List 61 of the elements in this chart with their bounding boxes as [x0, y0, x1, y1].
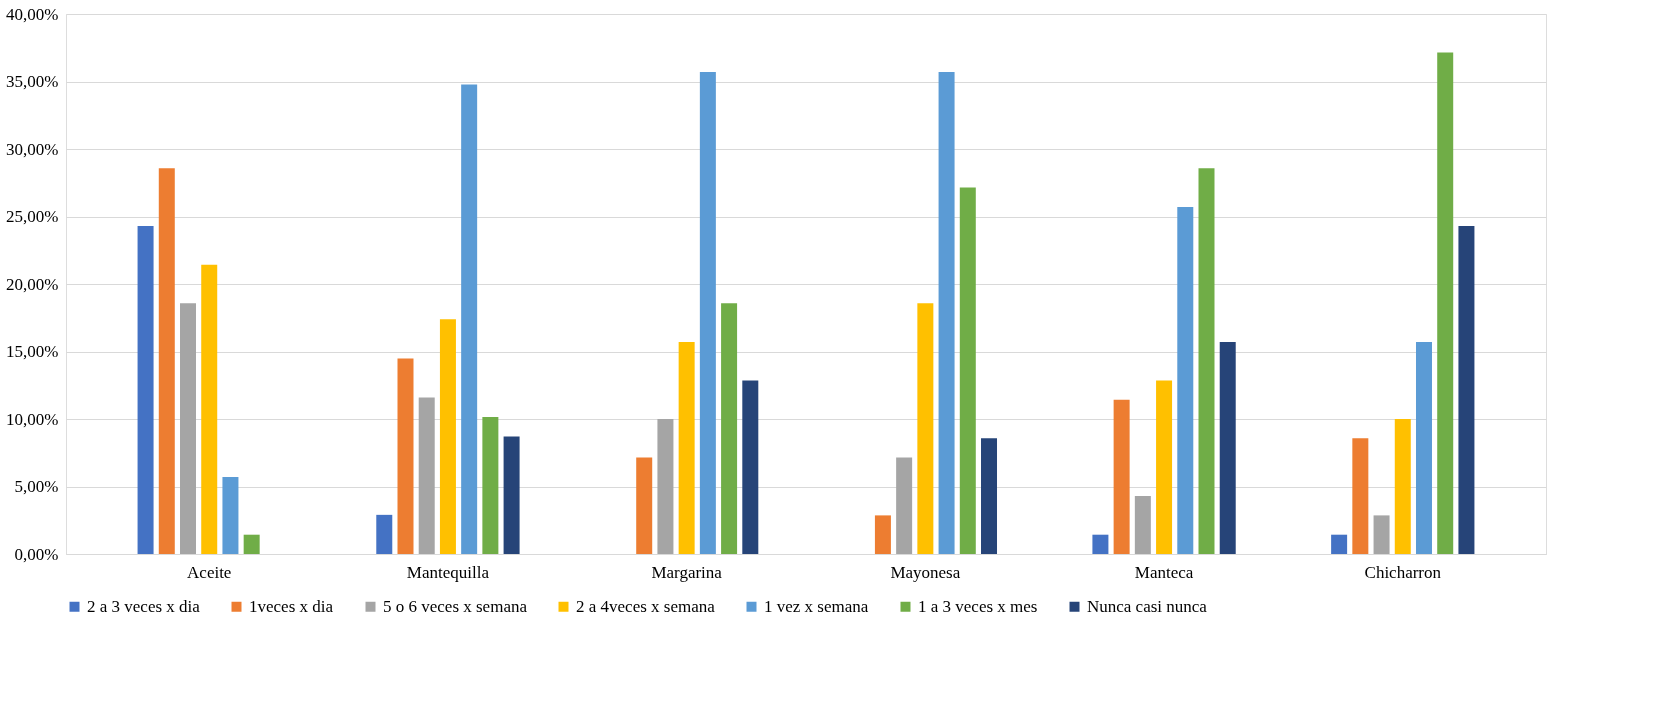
bar — [1352, 438, 1369, 554]
bar — [896, 457, 913, 554]
bar — [201, 264, 218, 554]
bar — [636, 457, 653, 554]
bar — [1415, 341, 1432, 554]
legend-label: 2 a 4veces x semana — [576, 596, 716, 616]
bar — [482, 417, 499, 554]
bar — [1219, 341, 1236, 554]
bar — [981, 438, 998, 554]
legend-label: Nunca casi nunca — [1087, 596, 1208, 616]
bar — [503, 436, 520, 554]
bar — [222, 476, 239, 554]
bar — [1198, 168, 1215, 554]
bar — [1373, 515, 1390, 554]
y-tick-label: 5,00% — [14, 477, 59, 496]
y-tick-label: 0,00% — [14, 544, 59, 564]
bar — [439, 319, 456, 554]
bar — [1113, 399, 1130, 554]
bar — [1092, 534, 1109, 554]
bar — [137, 226, 154, 554]
x-tick-label: Mayonesa — [890, 562, 961, 582]
legend-label: 1 a 3 veces x mes — [918, 596, 1038, 616]
bar — [874, 515, 891, 554]
bar — [699, 71, 716, 554]
y-tick-label: 15,00% — [6, 342, 59, 361]
legend-label: 1 vez x semana — [764, 596, 869, 616]
bar — [1156, 380, 1173, 554]
y-tick-label: 35,00% — [6, 72, 59, 91]
bar — [721, 303, 738, 554]
x-tick-label: Manteca — [1134, 562, 1194, 582]
y-tick-label: 10,00% — [6, 409, 59, 429]
bar — [678, 341, 695, 554]
x-tick-label: Aceite — [187, 562, 232, 582]
bar — [1458, 226, 1475, 554]
bar — [938, 71, 955, 554]
legend-label: 1veces x dia — [249, 596, 334, 616]
bar — [1331, 534, 1348, 554]
bar — [1177, 206, 1194, 554]
x-tick-label: Mantequilla — [406, 562, 490, 582]
bar — [917, 303, 934, 554]
bar — [742, 380, 759, 554]
bar — [243, 534, 260, 554]
bar — [418, 397, 435, 554]
bar — [461, 84, 478, 554]
bar — [959, 187, 976, 554]
bar — [1134, 496, 1151, 554]
y-tick-label: 20,00% — [6, 274, 59, 294]
y-tick-label: 40,00% — [6, 4, 59, 24]
x-tick-label: Margarina — [651, 562, 723, 582]
bar — [657, 419, 674, 554]
bar — [180, 303, 197, 554]
y-tick-label: 30,00% — [6, 139, 59, 159]
y-tick-label: 25,00% — [6, 207, 59, 226]
bar — [158, 168, 175, 554]
bar — [397, 358, 414, 554]
x-tick-label: Chicharron — [1364, 562, 1442, 582]
legend-label: 2 a 3 veces x dia — [87, 596, 201, 616]
bar — [1394, 419, 1411, 554]
bar — [1437, 52, 1454, 554]
bar — [376, 514, 393, 554]
legend-label: 5 o 6 veces x semana — [383, 596, 528, 616]
